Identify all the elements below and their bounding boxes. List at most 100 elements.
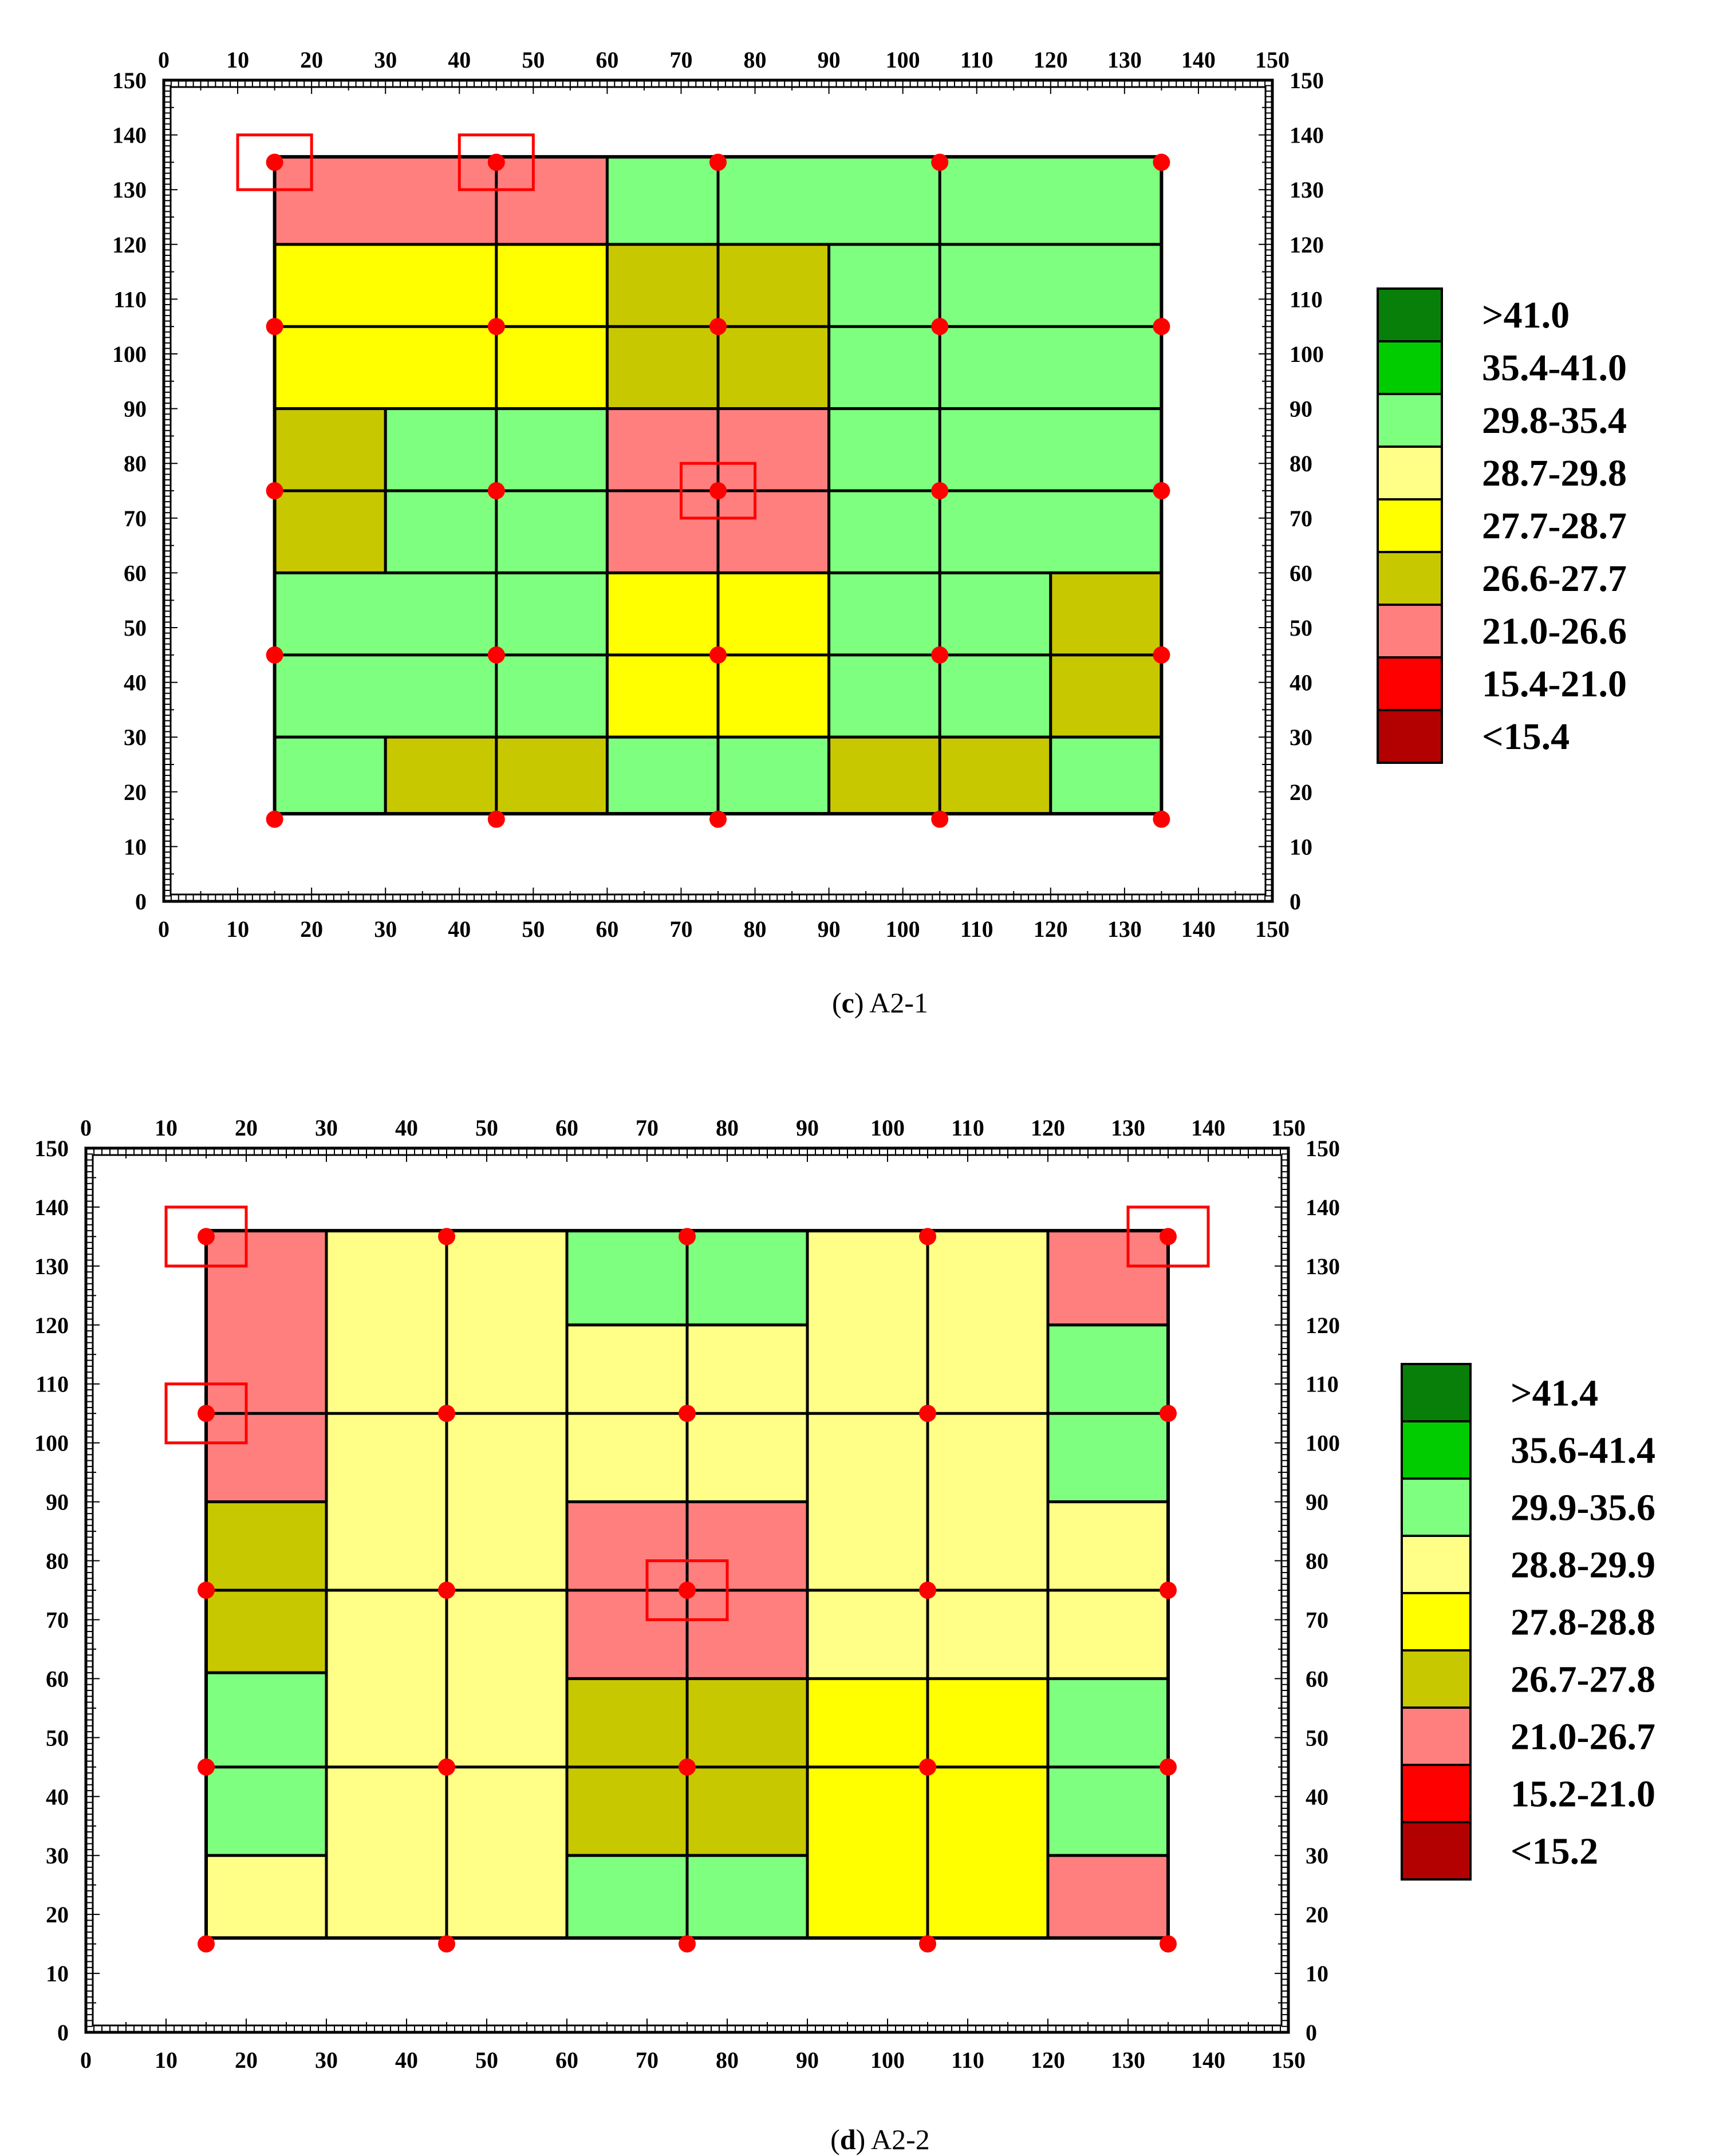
measuring-point xyxy=(266,153,283,171)
measuring-point xyxy=(438,1758,455,1776)
heatmap-cell xyxy=(204,1500,328,1674)
x-tick-label-top: 40 xyxy=(448,47,471,73)
y-tick-label-right: 70 xyxy=(1306,1607,1328,1633)
y-tick-label-right: 50 xyxy=(1306,1725,1328,1751)
y-tick-label-left: 80 xyxy=(124,451,147,476)
y-tick-label-right: 120 xyxy=(1290,232,1324,258)
measuring-point xyxy=(1160,1228,1177,1245)
y-tick-label-left: 0 xyxy=(57,2020,69,2045)
measuring-point xyxy=(1153,810,1170,828)
x-tick-label-bottom: 90 xyxy=(818,916,841,942)
x-tick-label-top: 140 xyxy=(1191,1115,1225,1141)
measuring-point xyxy=(709,646,727,664)
y-tick-label-left: 40 xyxy=(46,1784,69,1810)
y-tick-label-left: 150 xyxy=(34,1136,69,1161)
x-tick-label-bottom: 120 xyxy=(1034,916,1068,942)
measuring-point xyxy=(1153,153,1170,171)
measuring-point xyxy=(679,1935,696,1953)
y-tick-label-left: 30 xyxy=(124,724,147,750)
measuring-point xyxy=(709,153,727,171)
y-tick-label-right: 130 xyxy=(1290,177,1324,203)
x-tick-label-bottom: 20 xyxy=(235,2047,258,2073)
measuring-point xyxy=(198,1228,215,1245)
y-tick-label-left: 130 xyxy=(34,1254,69,1279)
x-tick-label-top: 150 xyxy=(1255,47,1290,73)
y-tick-label-left: 20 xyxy=(124,779,147,805)
legend-swatch xyxy=(1401,1477,1472,1537)
legend-label: 21.0-26.6 xyxy=(1482,610,1627,652)
heatmap-cell xyxy=(1049,735,1163,815)
y-tick-label-left: 60 xyxy=(124,560,147,586)
x-tick-label-top: 150 xyxy=(1271,1115,1306,1141)
x-tick-label-top: 0 xyxy=(80,1115,92,1141)
y-tick-label-left: 110 xyxy=(113,286,147,312)
x-tick-label-bottom: 50 xyxy=(475,2047,498,2073)
y-tick-label-right: 10 xyxy=(1290,834,1312,860)
legend-swatch xyxy=(1401,1420,1472,1480)
legend-label: 26.7-27.8 xyxy=(1511,1658,1655,1700)
y-tick-label-right: 140 xyxy=(1306,1195,1340,1220)
legend-label: 26.6-27.7 xyxy=(1482,558,1627,600)
marked-point-box xyxy=(164,1205,248,1268)
measuring-point xyxy=(931,318,949,336)
x-tick-label-top: 80 xyxy=(716,1115,739,1141)
legend-label: 27.8-28.8 xyxy=(1511,1601,1655,1643)
y-tick-label-left: 60 xyxy=(46,1666,69,1692)
legend-swatch xyxy=(1377,393,1443,448)
caption-d: (d) A2-2 xyxy=(830,2123,930,2155)
x-tick-label-top: 140 xyxy=(1181,47,1216,73)
caption-c-text: A2-1 xyxy=(869,987,928,1019)
legend-swatch xyxy=(1377,340,1443,395)
legend-label: <15.4 xyxy=(1482,716,1570,758)
legend-swatch xyxy=(1401,1821,1472,1881)
measuring-point xyxy=(1153,482,1170,499)
x-tick-label-top: 20 xyxy=(300,47,323,73)
y-tick-label-right: 60 xyxy=(1290,560,1312,586)
y-tick-label-right: 150 xyxy=(1306,1136,1340,1161)
heatmap-cell xyxy=(1046,1229,1170,1327)
y-tick-label-left: 100 xyxy=(112,341,147,367)
measuring-point xyxy=(266,318,283,336)
measuring-point xyxy=(919,1935,936,1953)
measuring-point xyxy=(266,482,283,499)
legend-label: 15.4-21.0 xyxy=(1482,663,1627,705)
y-tick-label-right: 100 xyxy=(1306,1430,1340,1456)
legend-swatch xyxy=(1401,1535,1472,1594)
y-tick-label-left: 140 xyxy=(34,1195,69,1220)
legend-label: 28.8-29.9 xyxy=(1511,1544,1655,1586)
y-tick-label-right: 150 xyxy=(1290,68,1324,93)
marked-point-box xyxy=(164,1382,248,1445)
y-tick-label-right: 90 xyxy=(1306,1489,1328,1515)
y-tick-label-left: 20 xyxy=(46,1902,69,1928)
x-tick-label-top: 60 xyxy=(555,1115,578,1141)
x-tick-label-bottom: 100 xyxy=(886,916,920,942)
measuring-point xyxy=(198,1935,215,1953)
y-tick-label-left: 120 xyxy=(112,232,147,258)
y-tick-label-left: 150 xyxy=(112,68,147,93)
legend-label: 29.9-35.6 xyxy=(1511,1487,1655,1528)
y-tick-label-left: 30 xyxy=(46,1843,69,1869)
y-tick-label-right: 70 xyxy=(1290,506,1312,531)
measuring-point xyxy=(679,1582,696,1599)
x-tick-label-top: 110 xyxy=(960,47,993,73)
marked-point-box xyxy=(458,133,535,191)
measuring-point xyxy=(931,482,949,499)
measuring-point xyxy=(198,1758,215,1776)
y-tick-label-left: 130 xyxy=(112,177,147,203)
legend-label: 35.6-41.4 xyxy=(1511,1429,1655,1471)
x-tick-label-top: 120 xyxy=(1031,1115,1065,1141)
x-tick-label-top: 50 xyxy=(522,47,545,73)
legend-label: <15.2 xyxy=(1511,1830,1598,1872)
y-tick-label-right: 20 xyxy=(1306,1902,1328,1928)
caption-c: (c) A2-1 xyxy=(832,987,928,1019)
measuring-point xyxy=(487,810,505,828)
measuring-point xyxy=(438,1228,455,1245)
x-tick-label-bottom: 80 xyxy=(744,916,767,942)
measuring-point xyxy=(1160,1758,1177,1776)
measuring-point xyxy=(709,810,727,828)
y-tick-label-right: 30 xyxy=(1306,1843,1328,1869)
legend-swatch xyxy=(1401,1363,1472,1422)
x-tick-label-bottom: 0 xyxy=(158,916,169,942)
